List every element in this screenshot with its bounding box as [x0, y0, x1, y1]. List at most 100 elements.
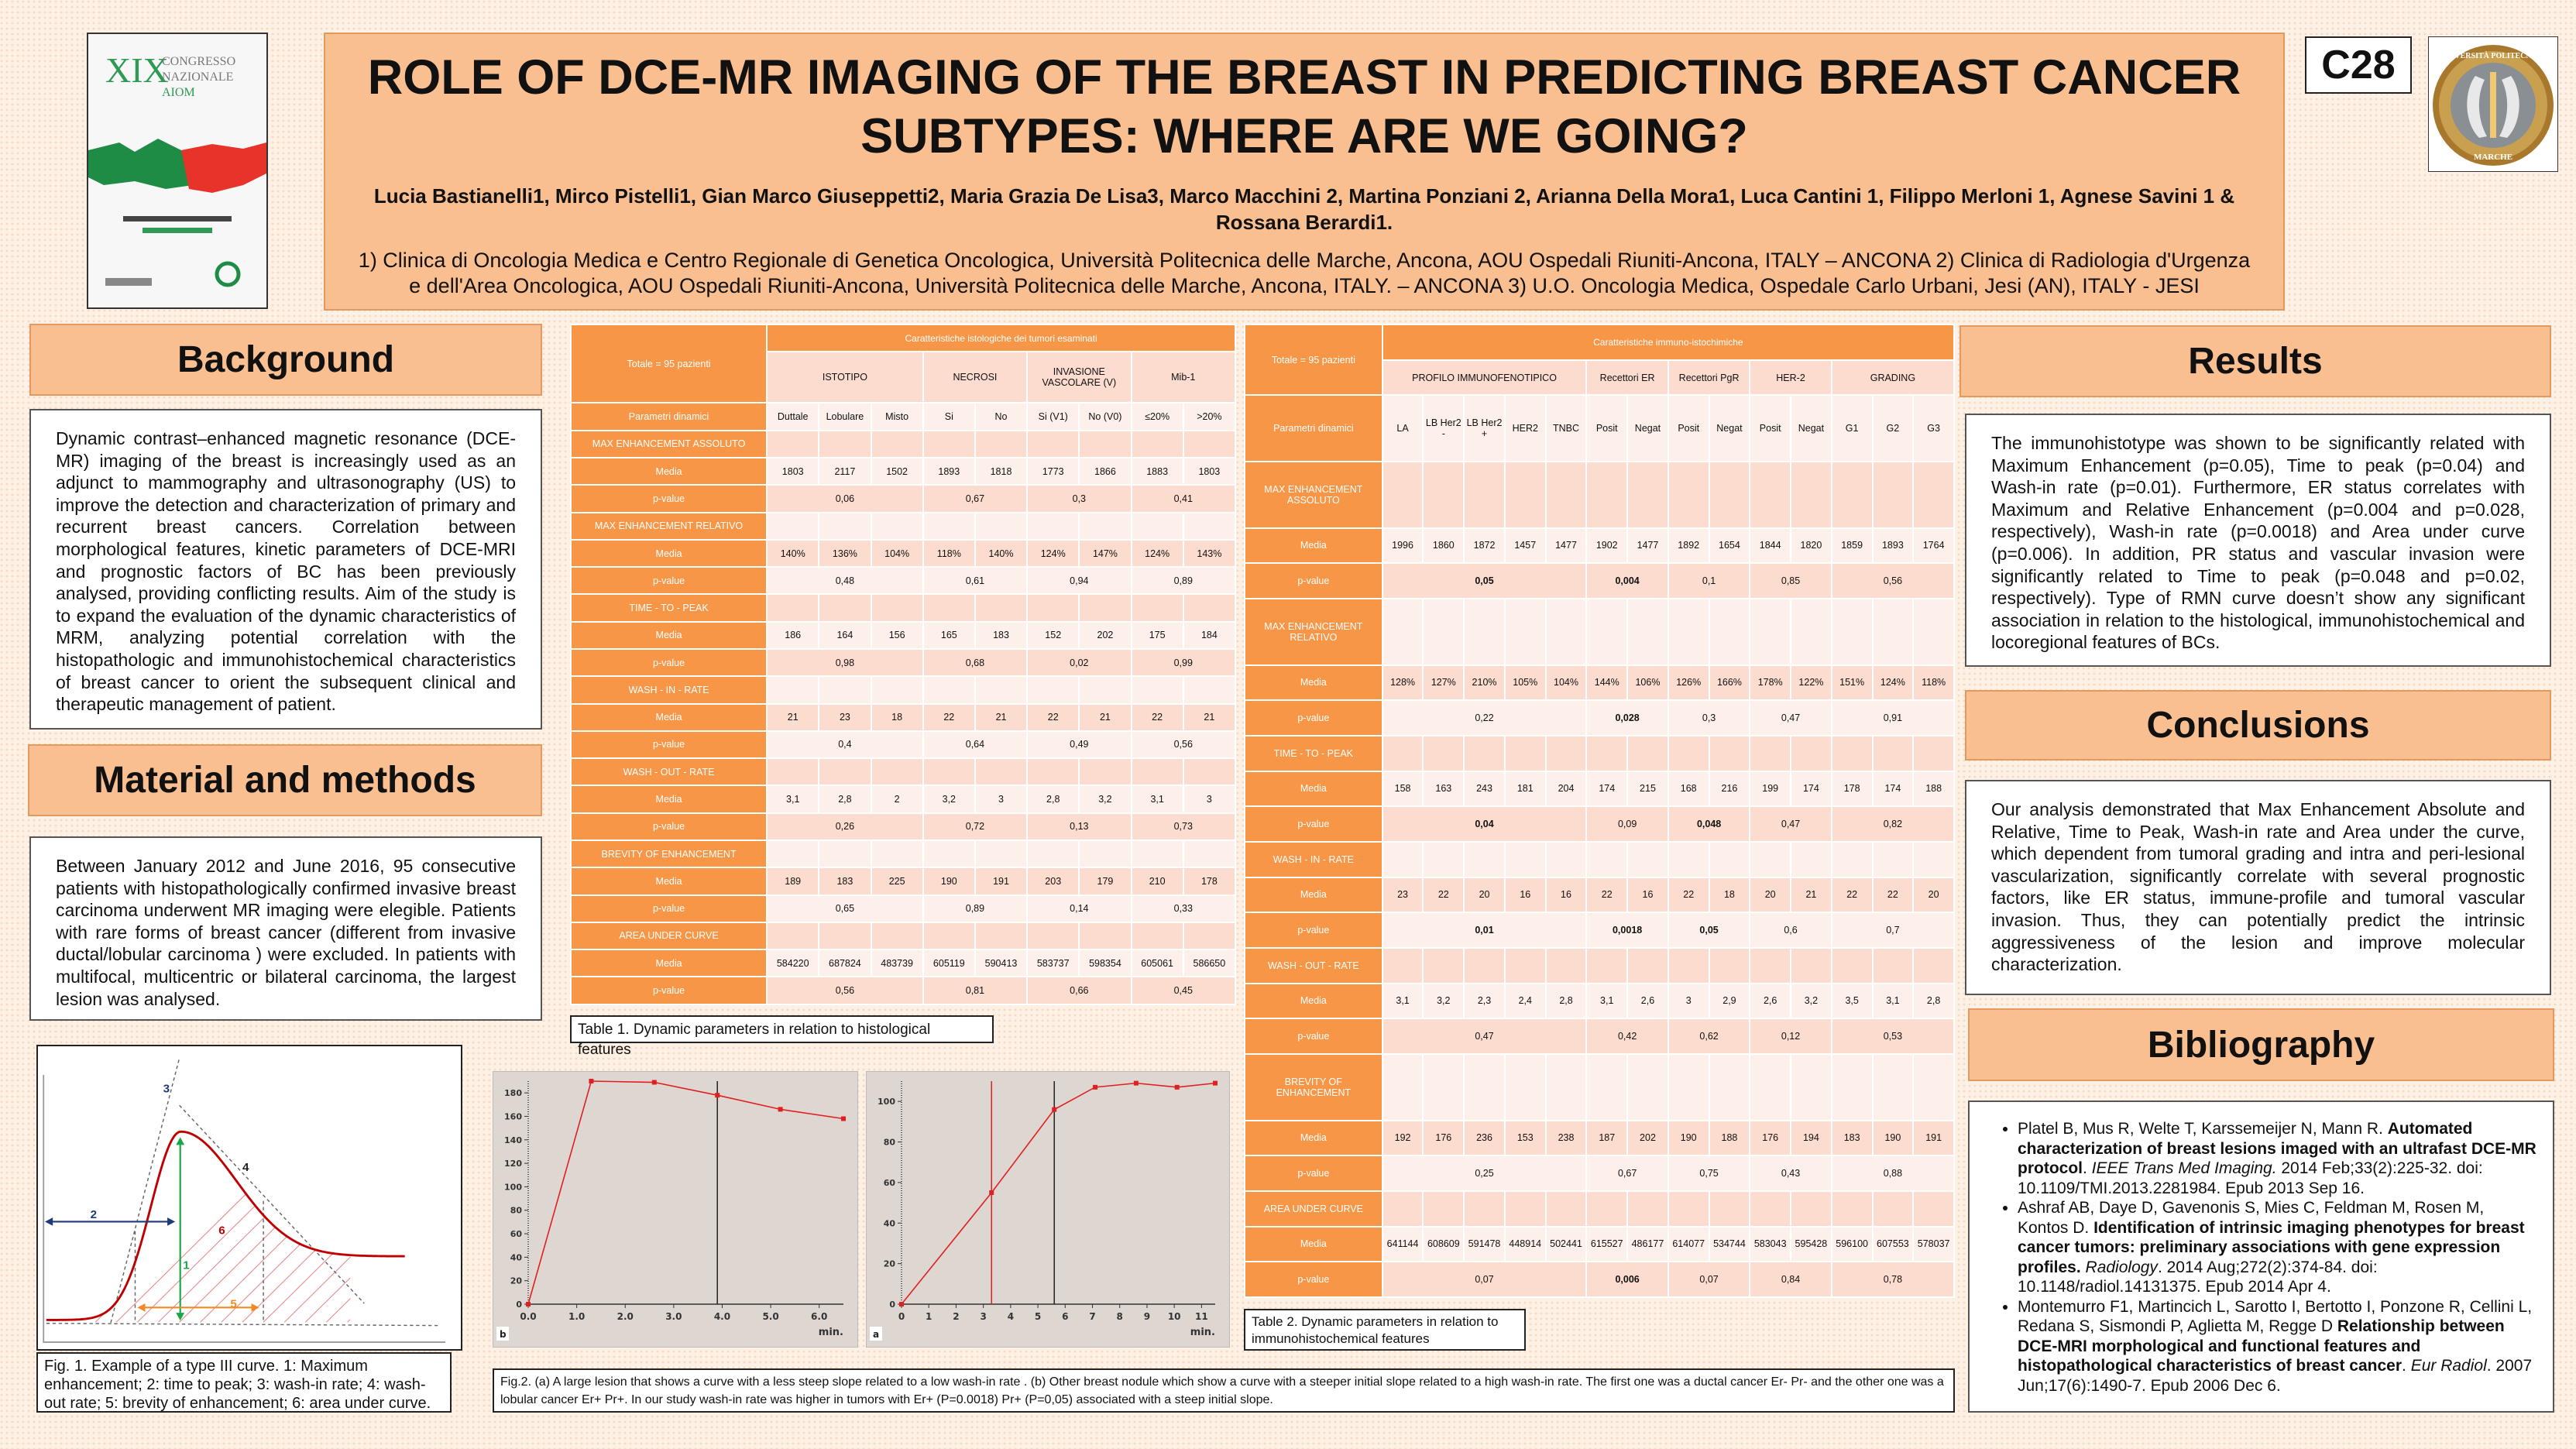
- param-name: MAX ENHANCEMENT ASSOLUTO: [1244, 460, 1383, 529]
- y-tick-label: 60: [510, 1229, 523, 1239]
- empty-cell: [1422, 1190, 1465, 1228]
- media-value: 2,9: [1708, 982, 1751, 1020]
- empty-cell: [1182, 593, 1237, 623]
- empty-cell: [1078, 839, 1132, 869]
- diagram-label-6: 6: [218, 1224, 225, 1238]
- media-value: 21: [974, 702, 1029, 732]
- empty-cell: [1182, 757, 1237, 787]
- p-value: 0,47: [1381, 1018, 1588, 1055]
- p-value-label: p-value: [1244, 912, 1383, 949]
- p-value: 0,07: [1381, 1261, 1588, 1298]
- media-value: 140%: [974, 538, 1029, 568]
- table-section-row: AREA UNDER CURVE: [1244, 1190, 1955, 1228]
- data-point: [715, 1093, 720, 1098]
- p-value: 0,05: [1667, 912, 1751, 949]
- x-tick-label: 1.0: [568, 1311, 585, 1322]
- empty-cell: [1749, 840, 1792, 878]
- empty-cell: [1381, 946, 1424, 984]
- data-point: [526, 1302, 531, 1307]
- media-value: 22: [1871, 876, 1915, 914]
- media-value: 143%: [1182, 538, 1237, 568]
- x-tick-label: 5: [1035, 1311, 1041, 1322]
- p-value: 0,62: [1667, 1018, 1751, 1055]
- wash-in-tangent: [110, 1058, 180, 1324]
- data-point: [1133, 1080, 1139, 1086]
- empty-cell: [766, 839, 820, 869]
- p-value: 0,05: [1381, 562, 1588, 599]
- area-hatch-line: [242, 1249, 317, 1323]
- empty-cell: [1463, 946, 1506, 984]
- media-value: 1902: [1585, 527, 1629, 565]
- media-value: 152: [1026, 620, 1080, 650]
- empty-cell: [1749, 1052, 1792, 1121]
- empty-cell: [1026, 429, 1080, 459]
- results-heading: Results: [1959, 325, 2551, 397]
- empty-cell: [1790, 460, 1832, 529]
- column-header: Posit: [1667, 394, 1710, 462]
- y-tick-label: 40: [884, 1218, 896, 1228]
- data-point: [1093, 1084, 1098, 1090]
- series-line: [901, 1082, 1216, 1305]
- media-value: 1764: [1912, 527, 1955, 565]
- svg-text:MARCHE: MARCHE: [2474, 153, 2512, 162]
- bibliography-item: Ashraf AB, Daye D, Gavenonis S, Mies C, …: [2018, 1198, 2537, 1297]
- data-point: [841, 1116, 846, 1121]
- data-point: [1174, 1084, 1180, 1090]
- media-value: 18: [870, 702, 924, 732]
- p-value: 0,13: [1026, 812, 1132, 841]
- university-seal-image: UNIVERSITÀ POLITECNICA MARCHE: [2433, 45, 2554, 166]
- p-value-label: p-value: [1244, 1155, 1383, 1192]
- empty-cell: [1503, 840, 1547, 878]
- empty-cell: [1544, 734, 1588, 772]
- empty-cell: [1422, 946, 1465, 984]
- p-value: 0,94: [1026, 566, 1132, 596]
- param-name: WASH - OUT - RATE: [1244, 946, 1383, 984]
- p-value-label: p-value: [569, 647, 768, 678]
- x-tick-label: 0.0: [520, 1311, 536, 1322]
- x-tick-label: 6: [1062, 1311, 1068, 1322]
- empty-cell: [1708, 1052, 1751, 1121]
- x-tick-label: 9: [1144, 1311, 1150, 1322]
- media-value: 502441: [1544, 1225, 1588, 1263]
- empty-cell: [1912, 1190, 1955, 1228]
- param-name: WASH - IN - RATE: [1244, 840, 1383, 878]
- p-value: 0,65: [766, 894, 924, 923]
- media-value: 140%: [766, 538, 820, 568]
- media-value: 174: [1790, 770, 1832, 808]
- empty-cell: [1871, 460, 1915, 529]
- x-tick-label: 4.0: [714, 1311, 730, 1322]
- param-name: WASH - IN - RATE: [569, 675, 768, 705]
- empty-cell: [1790, 734, 1832, 772]
- data-point: [899, 1302, 904, 1307]
- empty-cell: [1026, 757, 1080, 787]
- table-pvalue-row: p-value 0,07 0,006 0,07 0,84 0,78: [1244, 1261, 1956, 1298]
- p-value: 0,48: [766, 566, 924, 596]
- p-value: 0,004: [1585, 562, 1669, 599]
- x-tick-label: 4: [1008, 1311, 1014, 1322]
- table-section-row: WASH - OUT - RATE: [1244, 946, 1955, 984]
- empty-cell: [818, 675, 872, 705]
- media-label: Media: [1244, 770, 1383, 808]
- area-hatch-line: [283, 1256, 351, 1323]
- media-label: Media: [1244, 527, 1383, 565]
- y-tick-label: 140: [504, 1135, 522, 1145]
- media-value: 586650: [1182, 949, 1237, 978]
- media-value: 591478: [1463, 1225, 1506, 1263]
- empty-cell: [1830, 1190, 1874, 1228]
- table1: Totale = 95 pazienti Caratteristiche isto…: [569, 323, 1237, 1005]
- p-value-label: p-value: [1244, 805, 1383, 843]
- p-value: 0,006: [1585, 1261, 1669, 1298]
- y-tick-label: 0: [516, 1300, 522, 1310]
- empty-cell: [1182, 921, 1237, 951]
- empty-cell: [818, 921, 872, 951]
- table-row: Media 21 23 18 22 21 22 21 22 21: [569, 702, 1237, 732]
- p-value: 0,56: [766, 976, 924, 1005]
- y-tick-label: 20: [884, 1259, 896, 1269]
- media-label: Media: [569, 457, 768, 486]
- empty-cell: [1078, 675, 1132, 705]
- media-value: 1892: [1667, 527, 1710, 565]
- empty-cell: [870, 757, 924, 787]
- empty-cell: [1708, 946, 1751, 984]
- empty-cell: [1503, 460, 1547, 529]
- column-group-header: Mib-1: [1130, 351, 1237, 404]
